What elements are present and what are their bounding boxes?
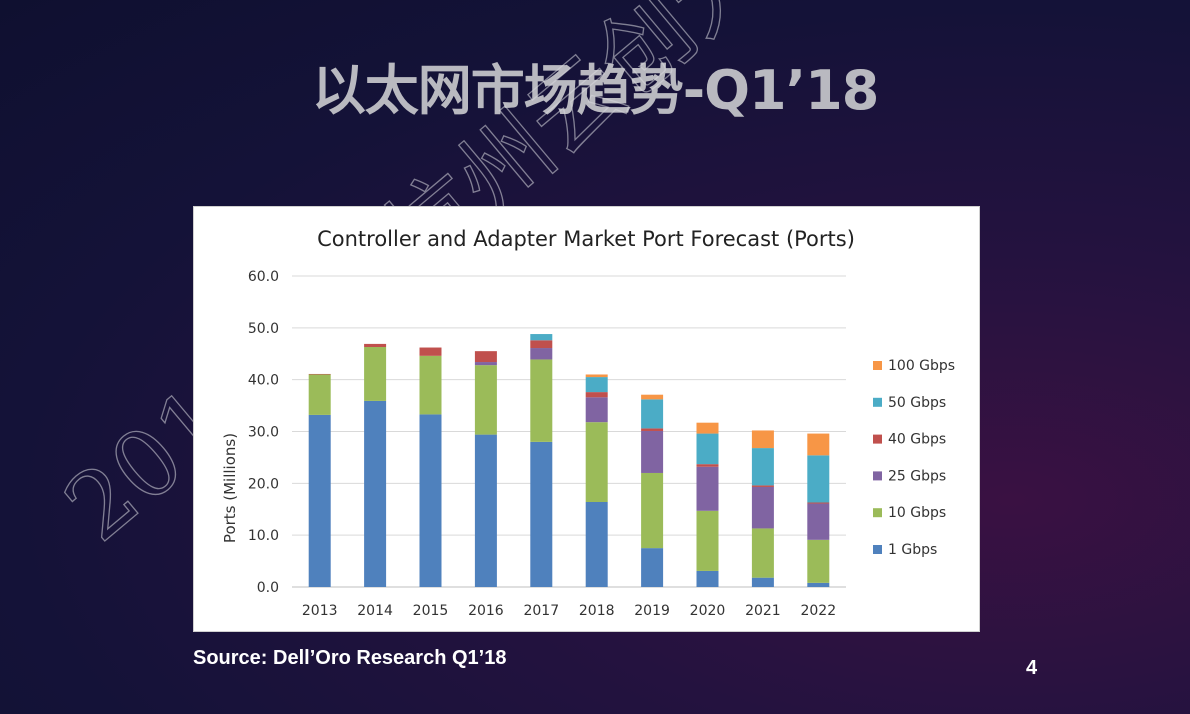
source-note: Source: Dell’Oro Research Q1’18: [193, 647, 507, 669]
legend-swatch: [873, 434, 882, 444]
bar-segment: [807, 455, 830, 503]
slide-title: 以太网市场趋势-Q1’18: [311, 59, 880, 122]
bar-segment: [474, 362, 497, 366]
chart-title: Controller and Adapter Market Port Forec…: [317, 227, 855, 251]
bar-segment: [696, 510, 719, 571]
x-tick-label: 2015: [413, 603, 449, 619]
y-tick-label: 10.0: [248, 528, 279, 544]
bar-segment: [308, 374, 331, 415]
bar-segment: [807, 433, 830, 456]
bar-segment: [419, 347, 442, 356]
bar-segment: [807, 539, 830, 583]
bar-segment: [308, 414, 331, 587]
bar-segment: [807, 502, 830, 504]
bar-segment: [641, 399, 664, 429]
legend-swatch: [873, 545, 882, 554]
bar-segment: [751, 448, 774, 486]
x-tick-label: 2014: [357, 603, 393, 619]
bar-segment: [641, 472, 664, 549]
bar-segment: [530, 348, 553, 360]
bar-segment: [696, 464, 719, 467]
y-tick-label: 0.0: [257, 580, 279, 596]
bar-segment: [308, 373, 331, 375]
bar-segment: [696, 466, 719, 511]
bar-segment: [530, 334, 553, 341]
x-tick-label: 2016: [468, 603, 504, 619]
y-axis-label: Ports (Millions): [221, 433, 239, 543]
bar-segment: [641, 394, 664, 400]
legend-label: 10 Gbps: [888, 505, 946, 521]
bar-segment: [751, 577, 774, 587]
bar-segment: [530, 359, 553, 442]
x-tick-label: 2022: [800, 603, 836, 619]
bar-segment: [751, 430, 774, 449]
x-tick-label: 2013: [302, 603, 338, 619]
chart-container: Controller and Adapter Market Port Forec…: [193, 206, 980, 632]
bar-segment: [585, 392, 608, 398]
bar-segment: [474, 365, 497, 435]
y-tick-label: 40.0: [248, 373, 279, 389]
bar-segment: [530, 340, 553, 349]
bar-segment: [641, 428, 664, 431]
y-tick-label: 60.0: [248, 269, 279, 285]
x-tick-label: 2018: [579, 603, 615, 619]
bar-segment: [585, 397, 608, 423]
y-tick-label: 30.0: [248, 425, 279, 441]
bar-segment: [474, 434, 497, 587]
legend-swatch: [873, 471, 882, 481]
bar-segment: [807, 582, 830, 587]
bar-segment: [364, 400, 387, 587]
legend-swatch: [873, 397, 882, 407]
x-tick-label: 2017: [523, 603, 559, 619]
legend-label: 50 Gbps: [888, 395, 946, 411]
bar-segment: [585, 374, 608, 378]
bar-segment: [696, 422, 719, 434]
bar-segment: [364, 343, 387, 348]
bar-segment: [696, 433, 719, 465]
x-tick-label: 2020: [690, 603, 726, 619]
bar-segment: [585, 377, 608, 393]
legend-label: 25 Gbps: [888, 468, 946, 484]
bar-segment: [474, 351, 497, 363]
bar-segment: [751, 486, 774, 529]
bar-segment: [751, 528, 774, 578]
bar-segment: [585, 422, 608, 502]
x-tick-label: 2019: [634, 603, 670, 619]
bar-segment: [807, 503, 830, 540]
stacked-bar-chart: Controller and Adapter Market Port Forec…: [221, 227, 955, 619]
bar-segment: [530, 441, 553, 587]
bar-segment: [419, 355, 442, 415]
y-tick-label: 20.0: [248, 476, 279, 492]
bar-segment: [585, 501, 608, 587]
bar-segment: [751, 485, 774, 487]
x-tick-label: 2021: [745, 603, 781, 619]
bar-segment: [696, 570, 719, 587]
legend-swatch: [873, 508, 882, 518]
page-number: 4: [1026, 657, 1038, 679]
bar-segment: [641, 430, 664, 473]
legend-label: 40 Gbps: [888, 432, 946, 448]
legend-label: 100 Gbps: [888, 358, 955, 374]
y-tick-label: 50.0: [248, 321, 279, 337]
legend-label: 1 Gbps: [888, 542, 937, 558]
legend-swatch: [873, 361, 882, 370]
bar-segment: [641, 548, 664, 587]
bar-segment: [364, 347, 387, 401]
bar-segment: [419, 414, 442, 587]
